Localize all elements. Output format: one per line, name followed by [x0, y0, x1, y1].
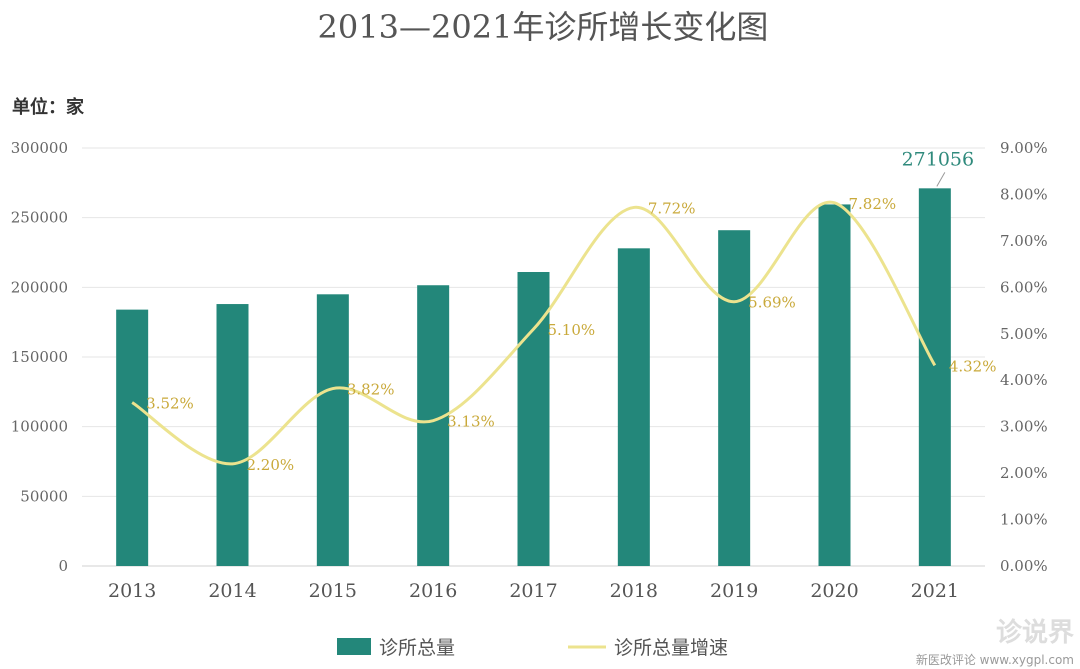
- x-tick-label: 2016: [409, 580, 457, 602]
- bar-2019: [718, 230, 751, 566]
- line-data-labels: 3.52% 2.20% 3.82% 3.13% 5.10% 7.72% 5.69% 7.82%…: [146, 195, 996, 474]
- growth-label-2013: 3.52%: [146, 395, 194, 413]
- bar-2016: [417, 285, 450, 566]
- bar-2020: [818, 204, 851, 566]
- x-tick-label: 2018: [610, 580, 658, 602]
- right-tick-label: 7.00%: [1000, 232, 1048, 250]
- growth-label-2018: 7.72%: [648, 199, 696, 217]
- left-tick-label: 250000: [11, 209, 68, 227]
- legend-label-line: 诊所总量增速: [614, 637, 728, 659]
- growth-rate-line: [131, 200, 937, 466]
- watermark-caption: 新医改评论 www.xygpl.com: [916, 652, 1074, 667]
- right-tick-label: 9.00%: [1000, 139, 1048, 157]
- bar-2013: [116, 309, 149, 566]
- right-tick-label: 2.00%: [1000, 464, 1048, 482]
- x-tick-label: 2019: [710, 580, 758, 602]
- growth-label-2014: 2.20%: [247, 456, 295, 474]
- right-tick-label: 8.00%: [1000, 185, 1048, 203]
- x-tick-label: 2015: [309, 580, 357, 602]
- line-series: [131, 200, 937, 466]
- bar-data-labels: 271056: [902, 148, 975, 187]
- x-tick-label: 2014: [208, 580, 256, 602]
- bar-label-2021: 271056: [902, 148, 975, 170]
- chart-title: 2013—2021年诊所增长变化图: [318, 8, 769, 46]
- legend-label-bar: 诊所总量: [379, 637, 455, 659]
- bar-label-leader: [936, 172, 946, 187]
- right-tick-label: 5.00%: [1000, 325, 1048, 343]
- right-tick-label: 1.00%: [1000, 511, 1048, 529]
- right-tick-label: 6.00%: [1000, 278, 1048, 296]
- watermark: 诊说界 新医改评论 www.xygpl.com: [916, 617, 1074, 667]
- right-tick-label: 3.00%: [1000, 418, 1048, 436]
- right-tick-label: 4.00%: [1000, 371, 1048, 389]
- unit-label: 单位：家: [12, 96, 85, 118]
- left-tick-label: 300000: [11, 139, 68, 157]
- growth-label-2021: 4.32%: [949, 357, 997, 375]
- watermark-logo: 诊说界: [996, 617, 1074, 648]
- bar-2018: [617, 248, 650, 566]
- growth-label-2015: 3.82%: [347, 381, 395, 399]
- left-tick-label: 200000: [11, 278, 68, 296]
- left-tick-label: 0: [58, 557, 68, 575]
- x-tick-label: 2013: [108, 580, 156, 602]
- x-axis: 2013 2014 2015 2016 2017 2018 2019 2020 2021: [108, 580, 959, 602]
- legend-swatch-bar: [337, 638, 371, 655]
- right-axis: 0.00% 1.00% 2.00% 3.00% 4.00% 5.00% 6.00% 7.00%…: [1000, 139, 1048, 575]
- left-tick-label: 100000: [11, 418, 68, 436]
- left-tick-label: 150000: [11, 348, 68, 366]
- left-axis: 0 50000 100000 150000 200000 250000 300000: [11, 139, 68, 575]
- left-tick-label: 50000: [20, 487, 68, 505]
- bar-2015: [316, 294, 349, 566]
- bar-2017: [517, 272, 550, 566]
- growth-label-2020: 7.82%: [849, 195, 897, 213]
- right-tick-label: 0.00%: [1000, 557, 1048, 575]
- bar-2021: [918, 188, 951, 566]
- bar-series: [116, 188, 951, 566]
- bar-2014: [216, 304, 249, 566]
- x-tick-label: 2020: [810, 580, 858, 602]
- growth-label-2016: 3.13%: [447, 413, 495, 431]
- growth-label-2017: 5.10%: [548, 321, 596, 339]
- x-tick-label: 2021: [911, 580, 959, 602]
- legend: 诊所总量 诊所总量增速: [337, 637, 728, 659]
- x-tick-label: 2017: [509, 580, 557, 602]
- growth-label-2019: 5.69%: [748, 294, 796, 312]
